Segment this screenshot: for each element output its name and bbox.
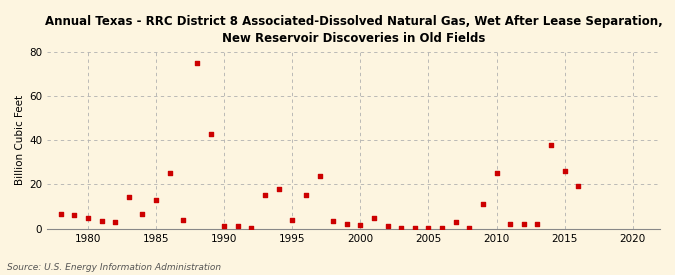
Point — [505, 222, 516, 226]
Point — [232, 224, 243, 229]
Point — [410, 225, 421, 230]
Point — [219, 224, 230, 229]
Point — [491, 171, 502, 175]
Point — [342, 222, 352, 226]
Point — [314, 173, 325, 178]
Point — [82, 215, 93, 220]
Point — [573, 183, 584, 188]
Point — [192, 60, 202, 65]
Point — [55, 212, 66, 216]
Point — [437, 225, 448, 230]
Point — [69, 213, 80, 218]
Point — [110, 220, 121, 224]
Point — [423, 225, 434, 230]
Point — [246, 225, 256, 230]
Point — [178, 218, 189, 222]
Point — [287, 218, 298, 222]
Point — [300, 193, 311, 198]
Point — [477, 202, 488, 207]
Point — [124, 194, 134, 199]
Point — [164, 171, 175, 175]
Point — [137, 212, 148, 216]
Point — [97, 219, 107, 223]
Y-axis label: Billion Cubic Feet: Billion Cubic Feet — [15, 95, 25, 185]
Point — [273, 187, 284, 191]
Point — [450, 220, 461, 224]
Point — [560, 169, 570, 173]
Point — [260, 193, 271, 198]
Title: Annual Texas - RRC District 8 Associated-Dissolved Natural Gas, Wet After Lease : Annual Texas - RRC District 8 Associated… — [45, 15, 662, 45]
Point — [545, 142, 556, 147]
Point — [355, 223, 366, 227]
Point — [396, 225, 406, 230]
Text: Source: U.S. Energy Information Administration: Source: U.S. Energy Information Administ… — [7, 263, 221, 272]
Point — [382, 224, 393, 229]
Point — [532, 222, 543, 226]
Point — [464, 225, 475, 230]
Point — [151, 198, 161, 202]
Point — [369, 215, 379, 220]
Point — [205, 131, 216, 136]
Point — [328, 219, 339, 223]
Point — [518, 222, 529, 226]
